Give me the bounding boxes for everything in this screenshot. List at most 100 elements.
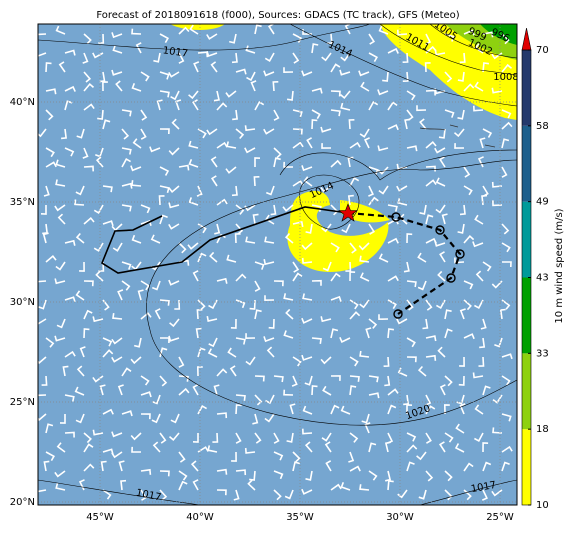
wind-barb [340,52,351,62]
wind-barb [45,161,57,168]
wind-barb [349,176,360,187]
wind-barb [321,143,332,149]
wind-barb [264,52,275,63]
wind-barb [444,375,453,387]
wind-barb [292,221,304,228]
wind-barb [463,489,472,501]
wind-barb [444,109,455,118]
wind-barb [254,432,262,444]
wind-barb [214,223,221,235]
wind-barb [286,432,294,443]
wind-barb [387,237,399,244]
wind-barb [378,185,389,195]
wind-barb [474,404,484,415]
wind-barb [178,480,188,491]
wind-barb [434,147,446,154]
wind-barb [102,220,114,227]
wind-barb [263,128,275,135]
wind-barb [501,445,513,453]
wind-barb [349,271,356,282]
wind-barb [301,488,313,495]
wind-barb [38,52,47,57]
wind-barb [330,404,340,415]
wind-barb [64,350,76,358]
y-tick-label: 25°N [10,397,35,408]
wind-barb [459,403,466,415]
wind-barb [330,295,342,302]
wind-barb [140,71,150,82]
wind-barb [305,223,313,234]
wind-barb [301,257,313,264]
wind-barb [339,336,351,343]
wind-barb [263,259,275,266]
colorbar-segment [522,50,531,126]
wind-barb [396,185,408,192]
wind-barb [358,70,370,77]
wind-barb [349,375,360,382]
wind-barb [321,52,332,62]
wind-barb [43,460,50,472]
wind-barb [57,213,66,225]
wind-barb [387,328,395,339]
wind-barb [83,432,92,444]
wind-barb [235,337,246,345]
wind-barb [302,428,313,435]
wind-barb [170,413,180,424]
wind-barb [152,441,161,453]
wind-barb [473,105,484,112]
wind-barb [111,32,123,39]
wind-barb [178,387,190,396]
wind-barb [40,205,47,215]
wind-barb [225,90,237,98]
wind-barb [112,45,123,54]
wind-barb [457,223,465,234]
wind-barb [416,451,427,461]
wind-barb [482,62,490,73]
wind-barb [397,489,408,499]
wind-barb [229,33,237,44]
wind-barb [384,375,391,387]
wind-barb [438,441,446,453]
wind-barb [437,346,446,358]
wind-barb [273,451,284,461]
wind-barb [387,101,398,111]
wind-barb [330,328,339,339]
wind-barb [286,90,294,101]
wind-barb [322,385,332,396]
wind-barb [168,279,180,286]
wind-barb [208,337,218,348]
wind-barb [292,52,300,64]
wind-barb [387,218,399,225]
wind-barb [311,109,321,120]
wind-barb [212,432,219,443]
wind-barb [54,278,66,285]
wind-barb [253,176,260,187]
wind-barb [385,470,392,482]
wind-barb [311,119,318,130]
wind-barb [55,25,66,35]
wind-barb [482,31,494,38]
wind-barb [368,375,379,383]
wind-barb [425,470,434,482]
wind-barb [502,261,512,268]
wind-barb [418,489,427,500]
wind-barb [270,204,277,216]
wind-barb [406,432,417,442]
wind-barb [249,470,256,481]
wind-barb [349,432,359,443]
wind-barb [444,432,454,443]
wind-barb [425,335,437,342]
wind-barb [213,90,220,102]
wind-barb [254,280,261,292]
wind-barb [472,241,484,248]
wind-barb [216,412,228,419]
wind-barb [417,252,427,263]
wind-barb [425,165,436,172]
wind-barb [344,24,351,35]
wind-barb [83,280,94,287]
wind-barb [235,394,246,401]
wind-barb [64,239,76,246]
map-area: 1017 1014 1011 1005 1002 999 996 1008 10… [38,24,517,505]
wind-barb [349,385,357,396]
wind-barb [235,299,246,309]
